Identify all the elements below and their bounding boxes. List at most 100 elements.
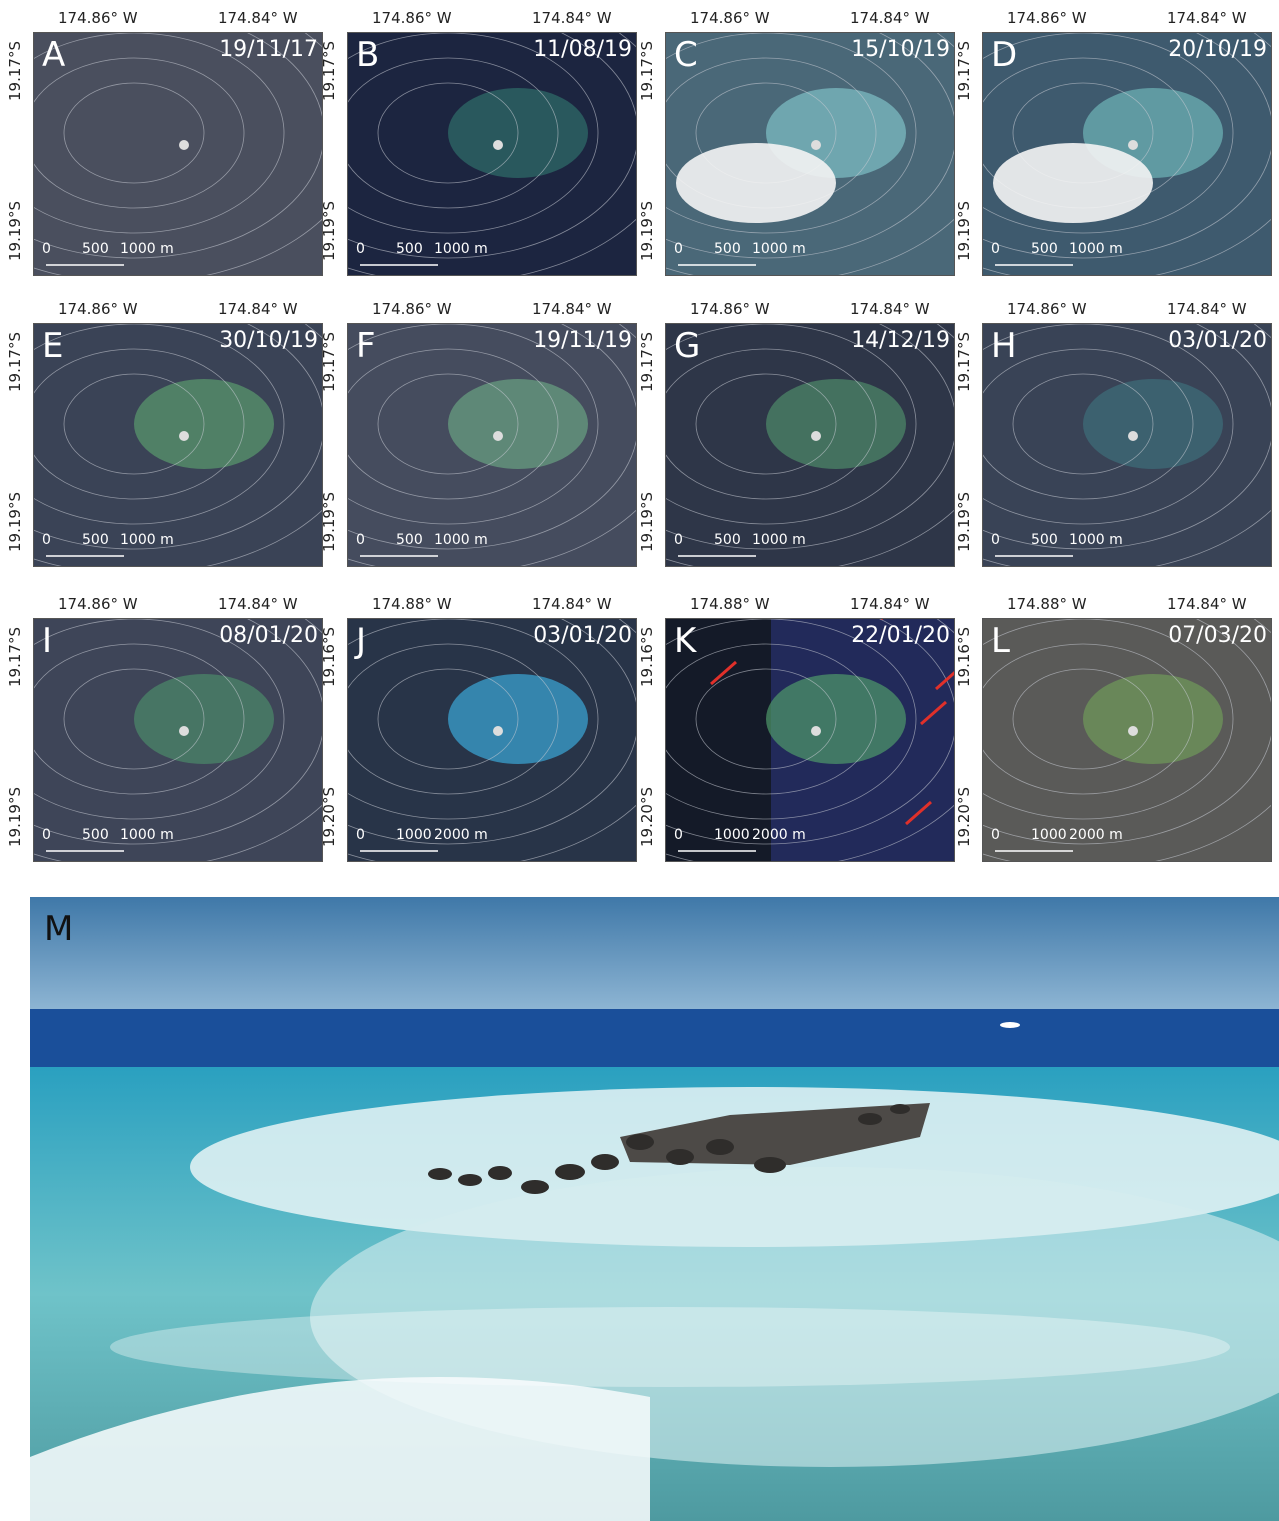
scale-label: 1000 [1031, 827, 1067, 843]
scale-label: 0 [991, 532, 1000, 548]
island [493, 431, 503, 441]
scale-label: 1000 [396, 827, 432, 843]
scale-label: 500 [1031, 241, 1058, 257]
scale-label: 1000 m [120, 532, 174, 548]
lon-label: 174.88° W [1007, 595, 1087, 613]
lat-label: 19.19°S [320, 201, 338, 261]
lon-label: 174.84° W [532, 9, 612, 27]
panel-letter: J [356, 621, 366, 661]
island [811, 431, 821, 441]
scale-label: 1000 m [120, 241, 174, 257]
map-image [983, 619, 1271, 861]
panel-date: 20/10/19 [1168, 37, 1267, 62]
scale-label: 2000 m [434, 827, 488, 843]
scale-label: 1000 m [752, 532, 806, 548]
lon-label: 174.86° W [690, 300, 770, 318]
scale-label: 0 [991, 827, 1000, 843]
map-image [34, 619, 322, 861]
map-image [666, 324, 954, 566]
panel-date: 22/01/20 [851, 623, 950, 648]
lat-label: 19.19°S [638, 492, 656, 552]
scale-label: 500 [1031, 532, 1058, 548]
scale-label: 0 [991, 241, 1000, 257]
lat-label: 19.16°S [320, 627, 338, 687]
lon-label: 174.86° W [372, 300, 452, 318]
island [811, 726, 821, 736]
lat-label: 19.19°S [6, 201, 24, 261]
lat-label: 19.17°S [6, 41, 24, 101]
island [811, 140, 821, 150]
panel-date: 08/01/20 [219, 623, 318, 648]
photo-panel: M [30, 897, 1279, 1521]
map-panel: 05001000 mH03/01/20 [982, 323, 1272, 567]
island [1128, 140, 1138, 150]
panel-letter: C [674, 35, 698, 75]
scale-label: 1000 m [1069, 241, 1123, 257]
lat-label: 19.19°S [955, 492, 973, 552]
scale-label: 1000 m [120, 827, 174, 843]
island [1128, 726, 1138, 736]
lon-label: 174.84° W [850, 300, 930, 318]
map-image [34, 324, 322, 566]
lat-label: 19.17°S [6, 627, 24, 687]
lon-label: 174.84° W [218, 9, 298, 27]
lat-label: 19.17°S [638, 332, 656, 392]
panel-date: 03/01/20 [533, 623, 632, 648]
panel-date: 19/11/17 [219, 37, 318, 62]
lon-label: 174.84° W [218, 300, 298, 318]
lon-label: 174.86° W [58, 595, 138, 613]
scale-label: 0 [356, 827, 365, 843]
island [179, 726, 189, 736]
panel-date: 14/12/19 [851, 328, 950, 353]
map-image [348, 619, 636, 861]
lon-label: 174.88° W [372, 595, 452, 613]
map-image [983, 33, 1271, 275]
contour [64, 83, 204, 183]
map-panel: 05001000 mB11/08/19 [347, 32, 637, 276]
scale-label: 2000 m [1069, 827, 1123, 843]
scale-label: 500 [714, 532, 741, 548]
panel-letter: G [674, 326, 700, 366]
scale-label: 500 [714, 241, 741, 257]
panel-letter: B [356, 35, 379, 75]
lat-label: 19.19°S [6, 492, 24, 552]
panel-date: 07/03/20 [1168, 623, 1267, 648]
lat-label: 19.17°S [638, 41, 656, 101]
panel-letter: L [991, 621, 1010, 661]
panel-letter: F [356, 326, 376, 366]
panel-letter: H [991, 326, 1017, 366]
photo-image [30, 897, 1279, 1521]
scale-label: 1000 [714, 827, 750, 843]
lat-label: 19.19°S [320, 492, 338, 552]
panel-date: 30/10/19 [219, 328, 318, 353]
panel-letter: I [42, 621, 52, 661]
scale-label: 1000 m [434, 532, 488, 548]
map-image [666, 619, 954, 861]
scale-label: 2000 m [752, 827, 806, 843]
scale-label: 0 [674, 827, 683, 843]
lon-label: 174.84° W [1167, 595, 1247, 613]
island [493, 140, 503, 150]
island [1128, 431, 1138, 441]
scale-label: 0 [674, 241, 683, 257]
cloud [993, 143, 1153, 223]
lat-label: 19.20°S [320, 787, 338, 847]
contour [34, 33, 322, 258]
lon-label: 174.84° W [1167, 9, 1247, 27]
lon-label: 174.88° W [690, 595, 770, 613]
scale-label: 500 [396, 532, 423, 548]
lon-label: 174.86° W [690, 9, 770, 27]
map-image [348, 324, 636, 566]
lon-label: 174.84° W [1167, 300, 1247, 318]
scale-label: 500 [82, 532, 109, 548]
lon-label: 174.84° W [850, 9, 930, 27]
lon-label: 174.84° W [532, 595, 612, 613]
contour [34, 33, 284, 233]
map-image [348, 33, 636, 275]
map-panel: 05001000 mD20/10/19 [982, 32, 1272, 276]
